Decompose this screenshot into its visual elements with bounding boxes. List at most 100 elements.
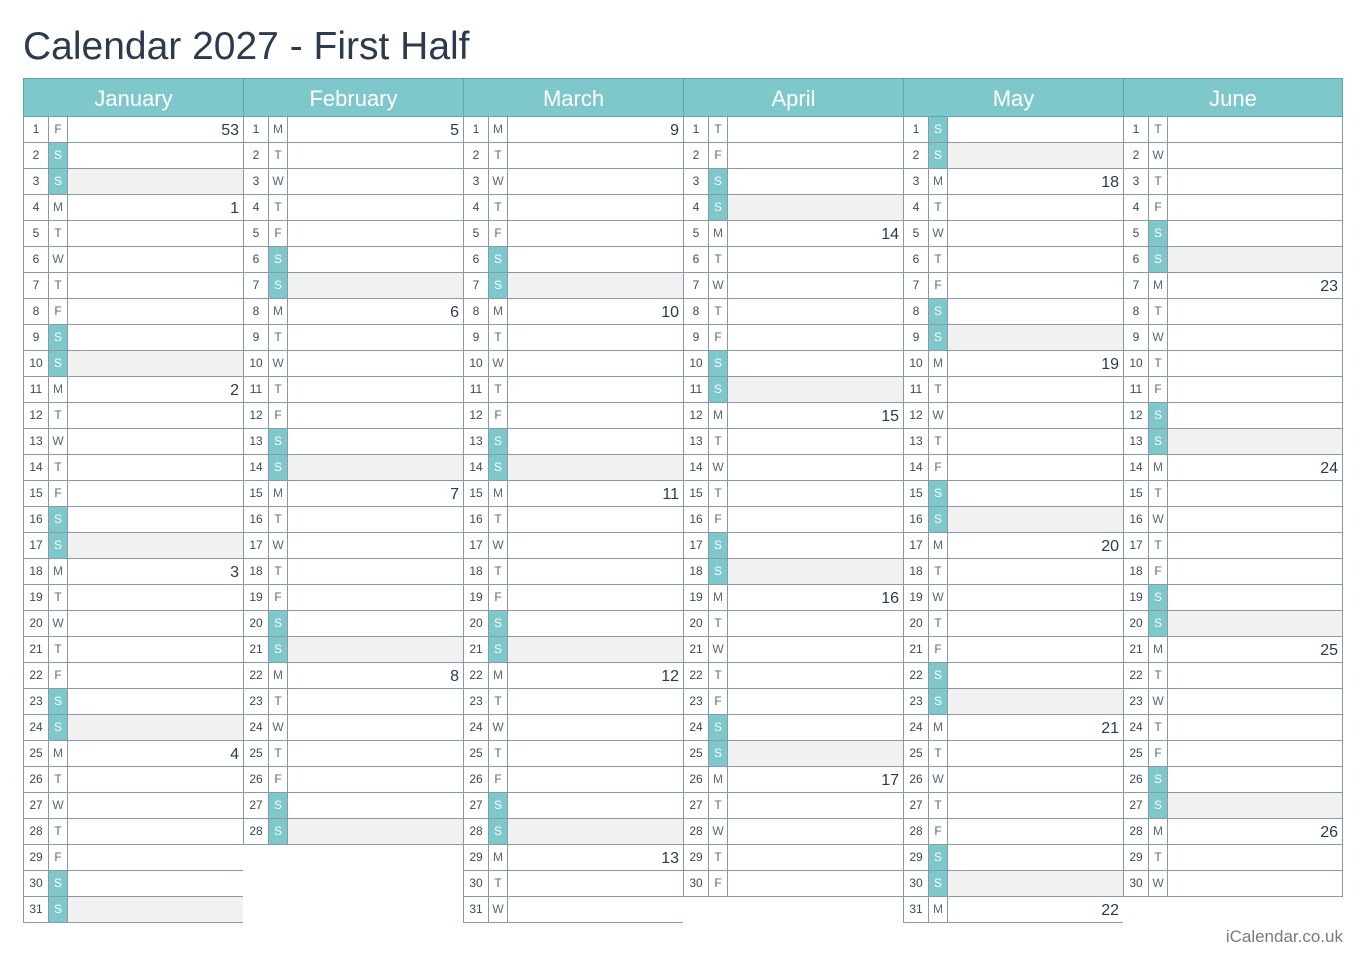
day-row: 29 F bbox=[23, 845, 243, 871]
note-area bbox=[728, 169, 903, 194]
day-number: 30 bbox=[909, 876, 923, 890]
day-row: 23 W bbox=[1123, 689, 1343, 715]
note-area bbox=[948, 429, 1123, 454]
day-row: 26 T bbox=[23, 767, 243, 793]
week-number: 22 bbox=[1101, 902, 1119, 919]
weekday-letter: T bbox=[48, 585, 68, 610]
day-row: 19 T bbox=[23, 585, 243, 611]
day-number: 21 bbox=[469, 642, 483, 656]
weekday-letter: M bbox=[488, 117, 508, 142]
weekday-letter: T bbox=[268, 689, 288, 714]
weekday-letter: T bbox=[708, 299, 728, 324]
note-area bbox=[288, 455, 463, 480]
weekday-letter: S bbox=[1148, 767, 1168, 792]
day-row: 7 M 23 bbox=[1123, 273, 1343, 299]
weekday-letter: S bbox=[708, 715, 728, 740]
weekday-letter: W bbox=[48, 247, 68, 272]
day-row: 12 W bbox=[903, 403, 1123, 429]
week-number: 19 bbox=[1101, 356, 1119, 373]
day-number: 21 bbox=[1129, 642, 1143, 656]
day-number: 6 bbox=[472, 252, 480, 266]
weekday-letter: S bbox=[928, 117, 948, 142]
note-area bbox=[288, 767, 463, 792]
weekday-letter: T bbox=[1148, 481, 1168, 506]
weekday-letter: T bbox=[268, 559, 288, 584]
weekday-letter: F bbox=[268, 585, 288, 610]
week-number: 6 bbox=[450, 304, 459, 321]
week-number: 20 bbox=[1101, 538, 1119, 555]
weekday-letter: T bbox=[488, 325, 508, 350]
day-number: 8 bbox=[692, 304, 700, 318]
day-row: 25 M 4 bbox=[23, 741, 243, 767]
day-number: 6 bbox=[32, 252, 40, 266]
weekday-letter: S bbox=[708, 377, 728, 402]
weekday-letter: M bbox=[928, 169, 948, 194]
day-number: 27 bbox=[689, 798, 703, 812]
day-number: 25 bbox=[469, 746, 483, 760]
note-area bbox=[508, 559, 683, 584]
weekday-letter: T bbox=[48, 273, 68, 298]
day-row: 18 T bbox=[903, 559, 1123, 585]
day-row: 26 F bbox=[243, 767, 463, 793]
weekday-letter: F bbox=[928, 273, 948, 298]
day-row: 10 M 19 bbox=[903, 351, 1123, 377]
day-number: 12 bbox=[689, 408, 703, 422]
day-number: 30 bbox=[689, 876, 703, 890]
day-number: 14 bbox=[909, 460, 923, 474]
note-area bbox=[1168, 611, 1342, 636]
week-number: 4 bbox=[230, 746, 239, 763]
day-row: 30 T bbox=[463, 871, 683, 897]
weekday-letter: M bbox=[708, 585, 728, 610]
day-number: 22 bbox=[29, 668, 43, 682]
day-number: 24 bbox=[29, 720, 43, 734]
week-number: 15 bbox=[881, 408, 899, 425]
day-number: 15 bbox=[29, 486, 43, 500]
weekday-letter: M bbox=[268, 663, 288, 688]
note-area bbox=[288, 533, 463, 558]
note-area bbox=[728, 663, 903, 688]
day-number: 11 bbox=[249, 382, 263, 396]
note-area bbox=[1168, 247, 1342, 272]
weekday-letter: F bbox=[48, 117, 68, 142]
day-row: 28 W bbox=[683, 819, 903, 845]
day-number: 1 bbox=[252, 122, 260, 136]
note-area bbox=[68, 559, 243, 584]
day-number: 9 bbox=[692, 330, 700, 344]
note-area bbox=[728, 299, 903, 324]
weekday-letter: S bbox=[488, 793, 508, 818]
note-area bbox=[728, 715, 903, 740]
day-number: 19 bbox=[249, 590, 263, 604]
note-area bbox=[728, 429, 903, 454]
note-area bbox=[508, 637, 683, 662]
day-number: 18 bbox=[249, 564, 263, 578]
day-number: 1 bbox=[1132, 122, 1140, 136]
note-area bbox=[508, 897, 683, 922]
note-area bbox=[948, 793, 1123, 818]
weekday-letter: F bbox=[1148, 377, 1168, 402]
day-row: 17 S bbox=[683, 533, 903, 559]
weekday-letter: F bbox=[488, 221, 508, 246]
note-area bbox=[948, 221, 1123, 246]
weekday-letter: S bbox=[708, 351, 728, 376]
day-number: 11 bbox=[29, 382, 43, 396]
month-header: February bbox=[243, 78, 463, 117]
weekday-letter: T bbox=[708, 481, 728, 506]
day-row: 31 S bbox=[23, 897, 243, 923]
day-number: 22 bbox=[469, 668, 483, 682]
note-area bbox=[728, 221, 903, 246]
note-area bbox=[1168, 325, 1342, 350]
weekday-letter: W bbox=[488, 897, 508, 922]
weekday-letter: T bbox=[488, 689, 508, 714]
note-area bbox=[1168, 429, 1342, 454]
day-row: 10 W bbox=[243, 351, 463, 377]
footer-credit: iCalendar.co.uk bbox=[1225, 927, 1343, 946]
note-area bbox=[1168, 403, 1342, 428]
note-area bbox=[1168, 221, 1342, 246]
